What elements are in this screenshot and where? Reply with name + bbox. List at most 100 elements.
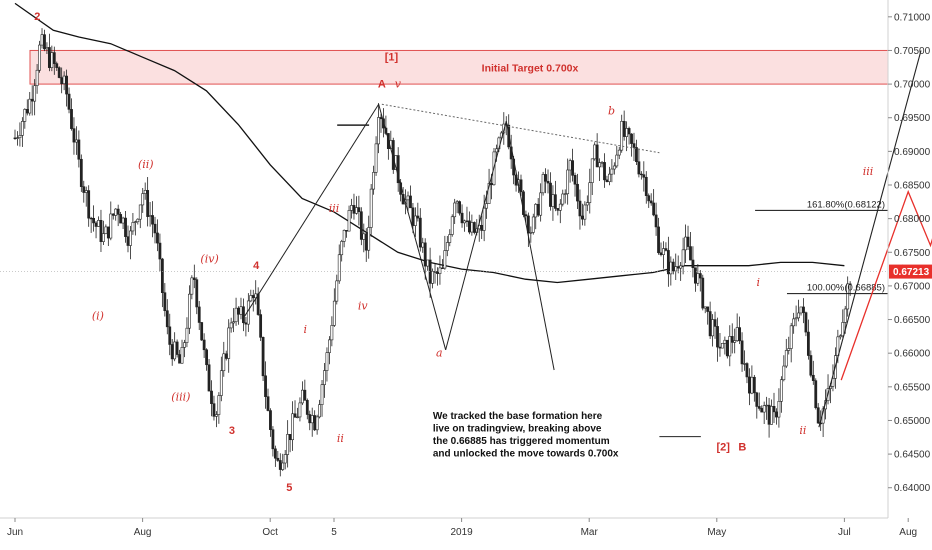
candle-body <box>77 139 81 160</box>
candle-body <box>630 133 633 144</box>
candle-body <box>308 414 312 424</box>
candle <box>539 183 543 222</box>
candle-body <box>141 193 145 206</box>
candle-body <box>809 355 813 376</box>
candle-body <box>175 341 179 355</box>
candle-body <box>423 242 427 267</box>
candle <box>99 209 103 252</box>
candle-body <box>79 158 83 187</box>
candle-body <box>654 214 658 228</box>
candle-body <box>379 117 383 120</box>
candle-body <box>593 144 597 160</box>
candle <box>652 189 656 217</box>
candle-body <box>752 376 756 394</box>
y-tick-label: 0.70500 <box>894 46 931 57</box>
candle <box>480 215 484 239</box>
candle <box>187 285 191 335</box>
candle <box>232 308 236 333</box>
wave-label: 3 <box>229 425 235 437</box>
candle <box>197 300 201 331</box>
candle-body <box>576 183 579 202</box>
wave-label: b <box>608 104 615 117</box>
candle-body <box>335 280 339 302</box>
candle-body <box>87 190 91 219</box>
candle <box>175 339 179 358</box>
candle <box>340 239 344 262</box>
candle-body <box>755 392 759 407</box>
candle <box>143 182 147 200</box>
candle-body <box>549 182 552 207</box>
candle-body <box>229 322 233 329</box>
fib-level-label: 100.00%(0.66885) <box>807 283 885 294</box>
candle-body <box>293 413 297 418</box>
candle <box>89 216 93 233</box>
candle <box>315 414 319 435</box>
candle <box>659 242 663 257</box>
candle <box>440 259 444 269</box>
candle <box>585 195 589 212</box>
candle-body <box>598 162 601 168</box>
candle-body <box>234 307 238 323</box>
candle-body <box>350 205 353 211</box>
trendlines-layer: 161.80%(0.68122) 100.00%(0.66885) <box>0 50 932 428</box>
candle <box>288 434 292 453</box>
candle <box>583 201 587 226</box>
candle-body <box>156 232 159 244</box>
candle-body <box>197 306 201 323</box>
candle <box>649 193 653 206</box>
candle-body <box>286 434 290 455</box>
candle-body <box>792 318 796 327</box>
candle <box>809 350 813 378</box>
candle <box>342 229 346 248</box>
current-price-label: 0.67213 <box>893 267 930 278</box>
candle <box>325 347 329 382</box>
candle-body <box>340 241 344 256</box>
candle <box>266 388 270 412</box>
candle-body <box>789 325 793 349</box>
candle-body <box>337 254 341 282</box>
y-tick-label: 0.65500 <box>894 382 931 393</box>
candle <box>396 147 400 192</box>
candle <box>133 220 137 236</box>
candle <box>82 180 86 203</box>
candle-body <box>524 214 528 217</box>
candle-body <box>278 460 282 470</box>
candle <box>18 122 22 147</box>
candle-body <box>146 190 150 217</box>
candle-body <box>541 174 545 194</box>
x-tick-label: Aug <box>134 527 152 538</box>
candle-body <box>578 200 582 217</box>
candle-body <box>97 220 100 227</box>
candle <box>313 410 317 432</box>
candle <box>642 161 646 192</box>
candle-body <box>632 143 636 148</box>
candle-body <box>296 416 299 419</box>
candle <box>733 328 737 354</box>
candle-body <box>693 267 697 284</box>
candle <box>831 364 835 392</box>
candle <box>286 420 290 468</box>
candle-body <box>713 319 717 327</box>
wave-label: 5 <box>286 482 292 494</box>
candle-body <box>219 370 223 396</box>
candle-body <box>426 259 430 267</box>
candle <box>106 226 110 247</box>
candle-body <box>843 308 847 323</box>
candle <box>620 114 624 153</box>
candle <box>104 224 108 235</box>
candle-body <box>595 144 599 168</box>
candle <box>465 206 469 227</box>
candle <box>608 166 611 186</box>
candle-body <box>160 258 164 293</box>
candle-body <box>355 207 358 214</box>
wave-label: iv <box>358 299 369 312</box>
candle <box>752 374 756 402</box>
candle-body <box>237 307 240 315</box>
candle <box>409 185 412 209</box>
candle-body <box>18 135 22 139</box>
candle-body <box>779 379 783 402</box>
candle <box>178 349 181 364</box>
candle-body <box>347 210 351 232</box>
candle <box>141 187 145 213</box>
candle-body <box>465 220 469 222</box>
